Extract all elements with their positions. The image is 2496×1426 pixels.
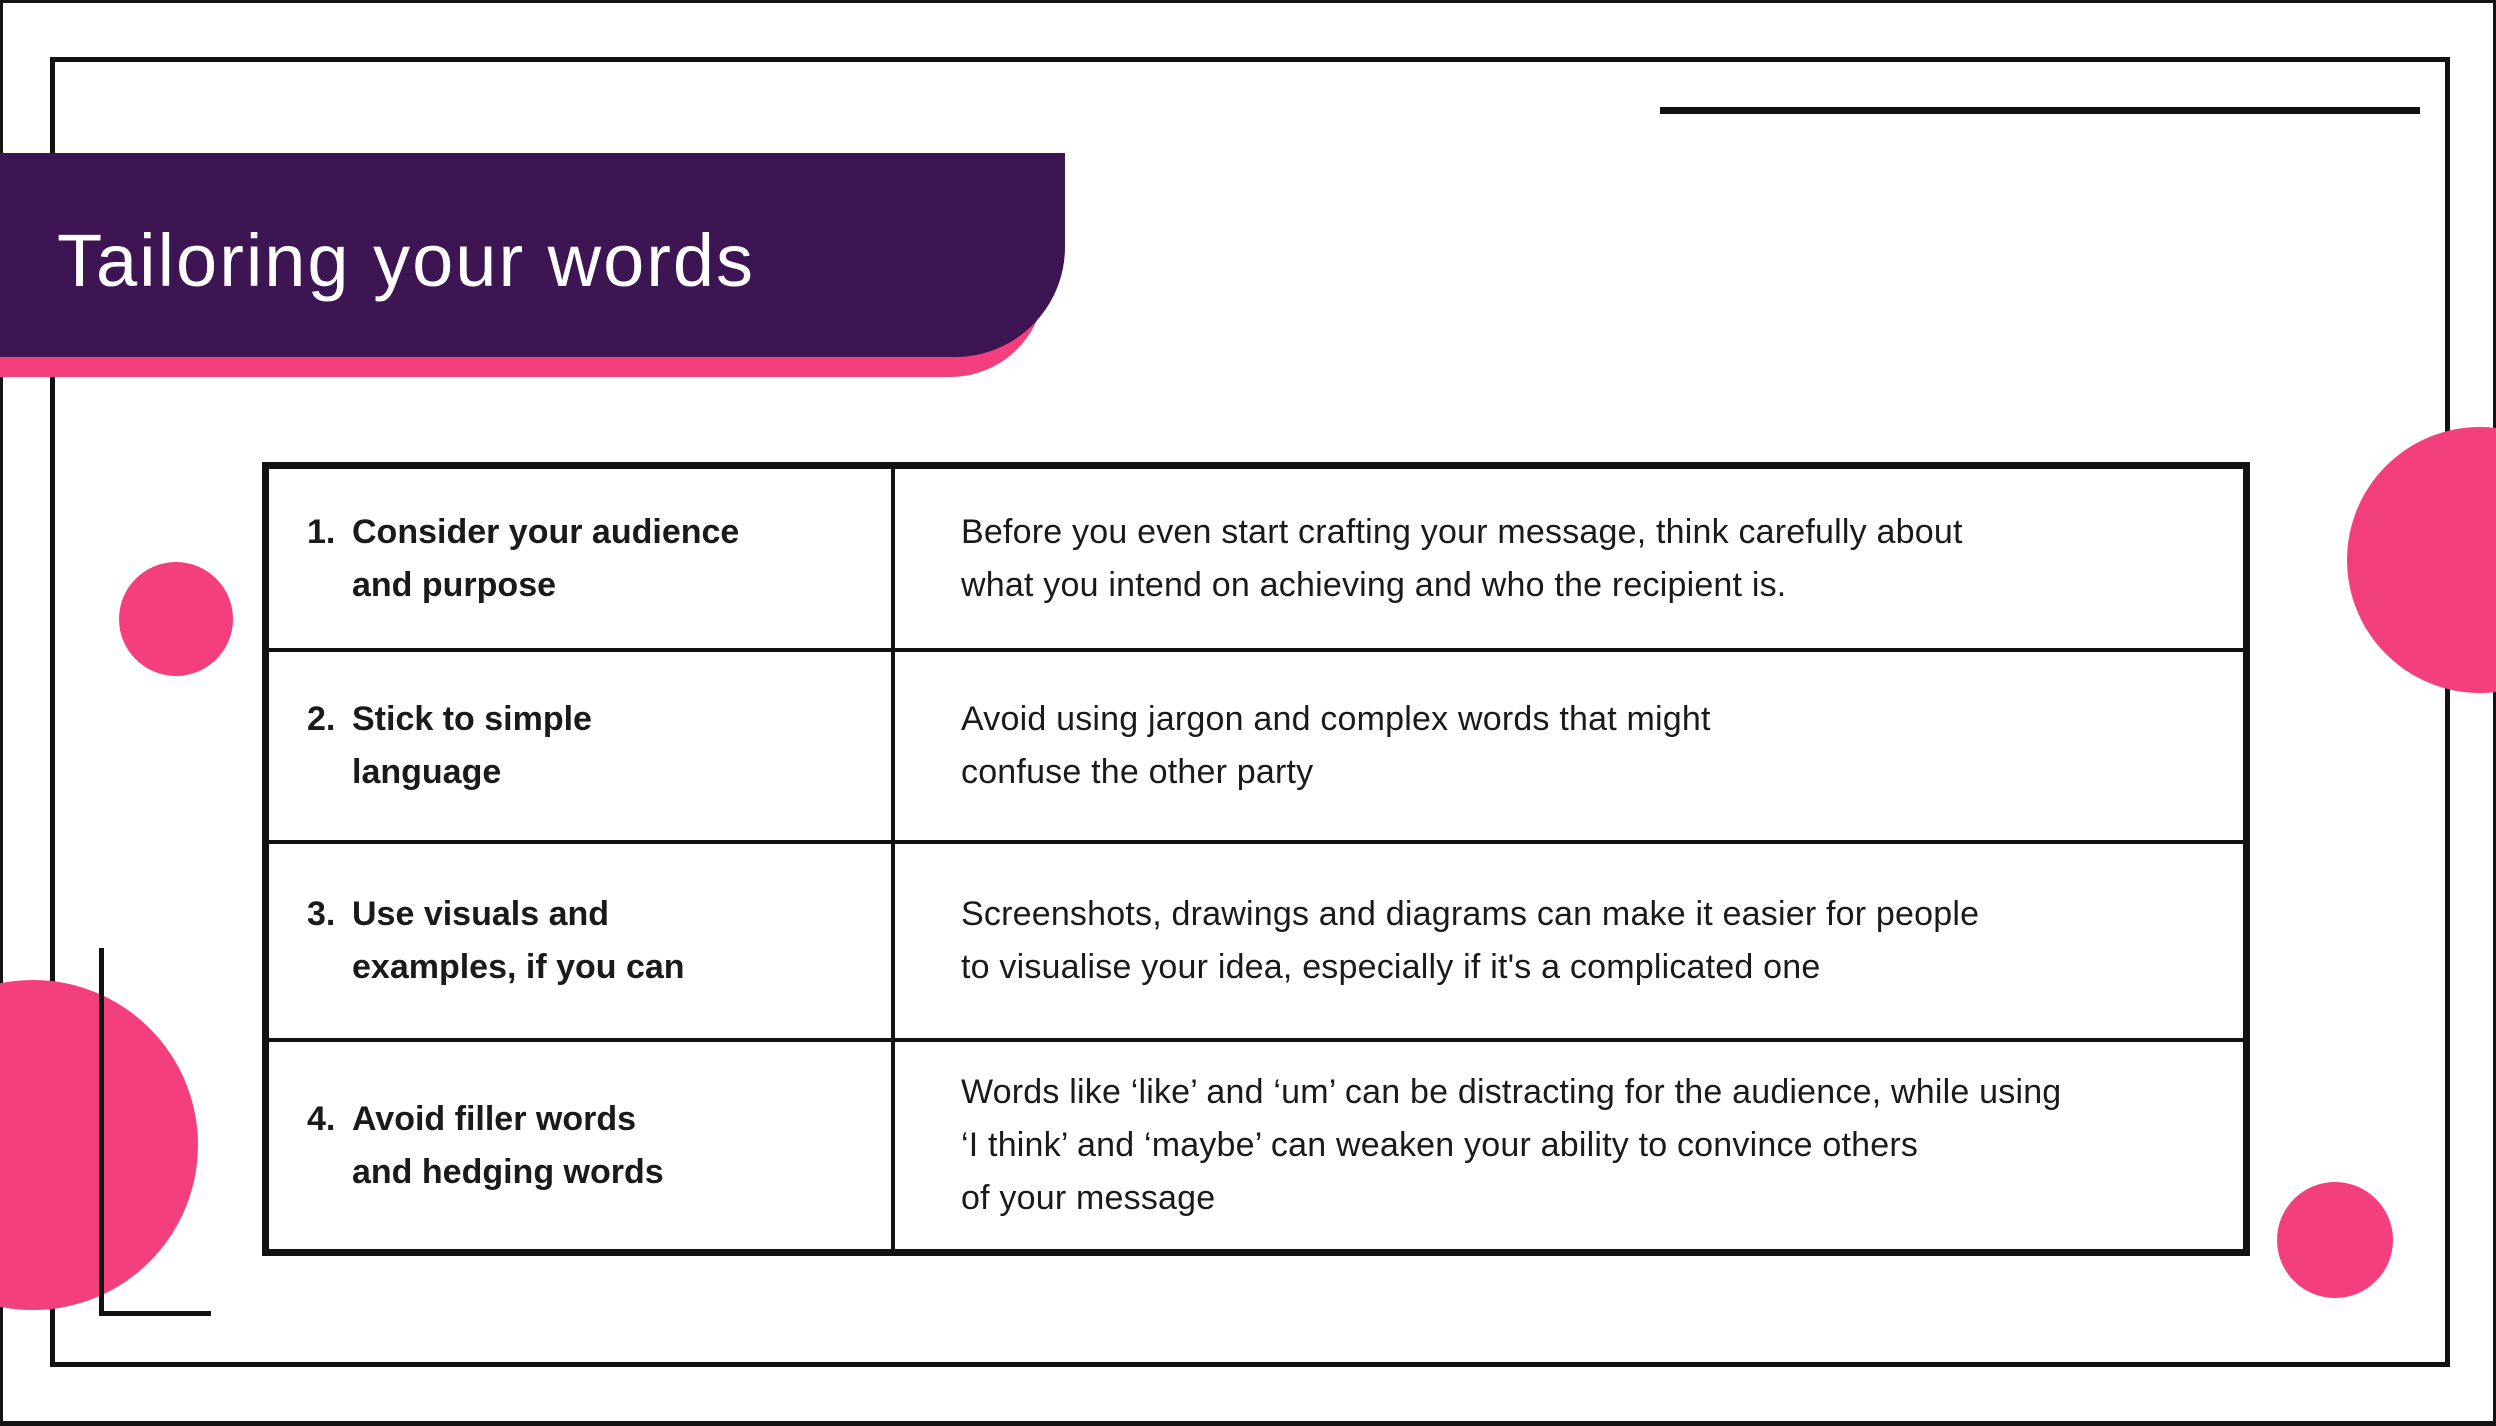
inner-frame-border [50,57,2450,1367]
pink-circle-left-small [119,562,233,676]
slide-edge-right [2493,0,2496,1426]
tip-heading: Stick to simple language [352,700,592,791]
tips-table: 1. Consider your audience and purpose Be… [262,462,2250,1256]
table-row: 2. Stick to simple language Avoid using … [269,648,2243,840]
title-banner: Tailoring your words [0,153,1065,357]
corner-bracket-vertical [99,948,104,1316]
tip-heading-cell: 4. Avoid filler words and hedging words [269,1042,895,1249]
accent-line-top-right [1660,107,2420,114]
tip-heading: Consider your audience and purpose [352,512,740,604]
tip-description: Before you even start crafting your mess… [961,512,1963,604]
tip-description-cell: Words like ‘like’ and ‘um’ can be distra… [895,1042,2243,1249]
table-row: 4. Avoid filler words and hedging words … [269,1038,2243,1249]
tip-description: Words like ‘like’ and ‘um’ can be distra… [961,1073,2062,1217]
slide-edge-top [0,0,2496,3]
tip-heading-cell: 1. Consider your audience and purpose [269,469,895,648]
tip-number: 1. [307,512,336,551]
tip-number: 2. [307,700,336,738]
slide-edge-left [0,0,3,1426]
tip-description: Screenshots, drawings and diagrams can m… [961,895,1980,986]
tip-heading-cell: 2. Stick to simple language [269,652,895,840]
slide-edge-bottom [0,1421,2496,1426]
tip-heading: Use visuals and examples, if you can [352,895,685,986]
tip-description-cell: Screenshots, drawings and diagrams can m… [895,844,2243,1038]
tip-number: 3. [307,895,336,933]
page-title: Tailoring your words [57,218,756,302]
table-row: 3. Use visuals and examples, if you can … [269,840,2243,1038]
tip-heading-cell: 3. Use visuals and examples, if you can [269,844,895,1038]
tip-heading: Avoid filler words and hedging words [352,1099,664,1191]
pink-circle-right-small [2277,1182,2393,1298]
table-row: 1. Consider your audience and purpose Be… [269,469,2243,648]
tip-description-cell: Before you even start crafting your mess… [895,469,2243,648]
corner-bracket-horizontal [99,1311,211,1316]
tip-number: 4. [307,1099,336,1138]
tip-description: Avoid using jargon and complex words tha… [961,700,1711,791]
tip-description-cell: Avoid using jargon and complex words tha… [895,652,2243,840]
